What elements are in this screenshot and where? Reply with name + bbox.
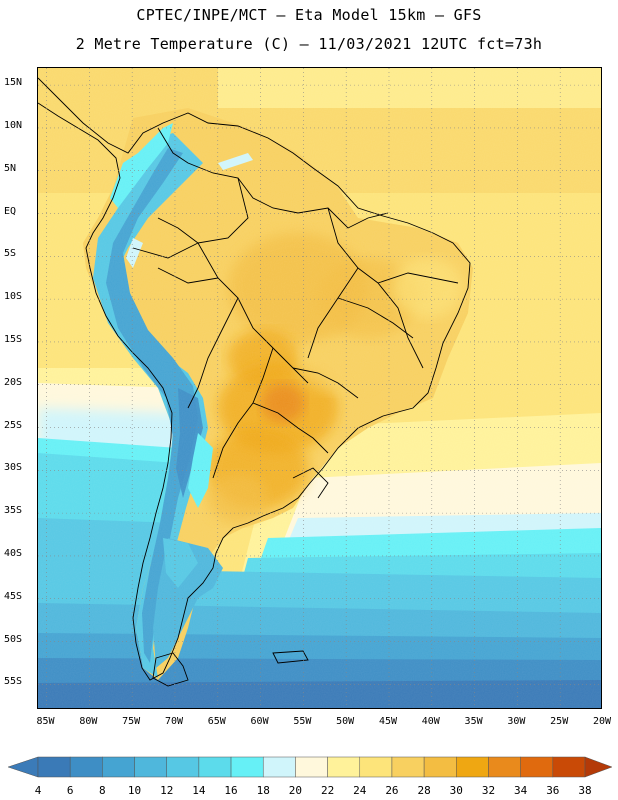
- colorbar-tick-label: 32: [481, 784, 496, 797]
- lat-tick-label: 20S: [4, 376, 23, 388]
- lon-tick-label: 75W: [122, 716, 141, 727]
- colorbar-bin: [166, 756, 200, 778]
- lon-tick-label: 40W: [421, 716, 440, 727]
- colorbar-tick-label: 8: [99, 784, 106, 797]
- colorbar-tick-label: 12: [160, 784, 174, 797]
- map-title-line-1: CPTEC/INPE/MCT – Eta Model 15km – GFS: [136, 6, 482, 24]
- colorbar-bin: [423, 756, 457, 778]
- lon-tick-label: 45W: [378, 716, 398, 727]
- lon-tick-label: 60W: [250, 716, 269, 727]
- lat-tick-label: 50S: [4, 633, 23, 645]
- colorbar-tick-label: 24: [353, 784, 367, 797]
- lat-tick-label: 35S: [4, 505, 23, 517]
- colorbar-tick-label: 10: [127, 784, 142, 797]
- colorbar-tick-label: 4: [34, 784, 42, 797]
- lon-tick-label: 35W: [464, 716, 483, 727]
- colorbar-bin: [552, 756, 586, 778]
- colorbar-tick-label: 18: [256, 784, 270, 797]
- colorbar-tick-label: 6: [66, 784, 74, 797]
- lon-tick-label: 55W: [293, 716, 312, 727]
- colorbar-bin: [37, 756, 71, 778]
- lat-tick-label: 10N: [4, 119, 23, 131]
- lat-tick-label: 15S: [4, 333, 23, 345]
- temperature-map: [37, 67, 602, 709]
- colorbar-bin: [102, 756, 135, 778]
- lon-tick-label: 30W: [507, 716, 526, 727]
- colorbar-below-arrow: [7, 756, 39, 778]
- colorbar-tick-label: 34: [514, 784, 528, 797]
- temperature-colorbar: [0, 750, 618, 800]
- colorbar-bin: [198, 756, 232, 778]
- lat-tick-label: 10S: [4, 291, 23, 303]
- lon-tick-label: 50W: [336, 716, 355, 727]
- colorbar-bin: [520, 756, 554, 778]
- colorbar-tick-label: 36: [546, 784, 560, 797]
- colorbar-above-arrow: [584, 756, 613, 778]
- lat-tick-label: EQ: [4, 205, 17, 217]
- colorbar-tick-label: 28: [417, 784, 431, 797]
- lat-tick-label: 30S: [4, 462, 23, 474]
- lon-tick-label: 85W: [36, 716, 55, 727]
- lon-tick-label: 20W: [592, 716, 612, 727]
- colorbar-bin: [134, 756, 167, 778]
- lat-tick-label: 15N: [4, 77, 23, 89]
- colorbar-bin: [456, 756, 489, 778]
- colorbar-bin: [359, 756, 393, 778]
- colorbar-tick-label: 38: [578, 784, 592, 797]
- lon-tick-label: 65W: [207, 716, 226, 727]
- colorbar-tick-label: 20: [288, 784, 303, 797]
- lon-tick-label: 80W: [79, 716, 98, 727]
- colorbar-bin: [488, 756, 521, 778]
- lat-tick-label: 25S: [4, 419, 23, 431]
- colorbar-bin: [391, 756, 425, 778]
- lat-tick-label: 5N: [4, 162, 17, 174]
- lat-tick-label: 40S: [4, 547, 23, 559]
- colorbar-tick-label: 30: [449, 784, 463, 797]
- lat-tick-label: 45S: [4, 590, 23, 602]
- colorbar-bin: [262, 756, 296, 778]
- colorbar-tick-label: 14: [192, 784, 206, 797]
- lon-tick-label: 70W: [164, 716, 183, 727]
- colorbar-bin: [230, 756, 264, 778]
- coastlines: [38, 77, 471, 687]
- colorbar-bin: [69, 756, 103, 778]
- lat-tick-label: 55S: [4, 676, 23, 688]
- colorbar-bin: [327, 756, 361, 778]
- colorbar-tick-label: 22: [320, 784, 335, 797]
- map-title-line-2: 2 Metre Temperature (C) – 11/03/2021 12U…: [75, 35, 543, 53]
- colorbar-tick-label: 16: [224, 784, 238, 797]
- colorbar-bin: [295, 756, 328, 778]
- temperature-field: [38, 68, 601, 708]
- colorbar-tick-label: 26: [385, 784, 399, 797]
- lat-tick-label: 5S: [4, 248, 17, 260]
- colorbar-swatches: [7, 756, 613, 778]
- lon-tick-label: 25W: [550, 716, 569, 727]
